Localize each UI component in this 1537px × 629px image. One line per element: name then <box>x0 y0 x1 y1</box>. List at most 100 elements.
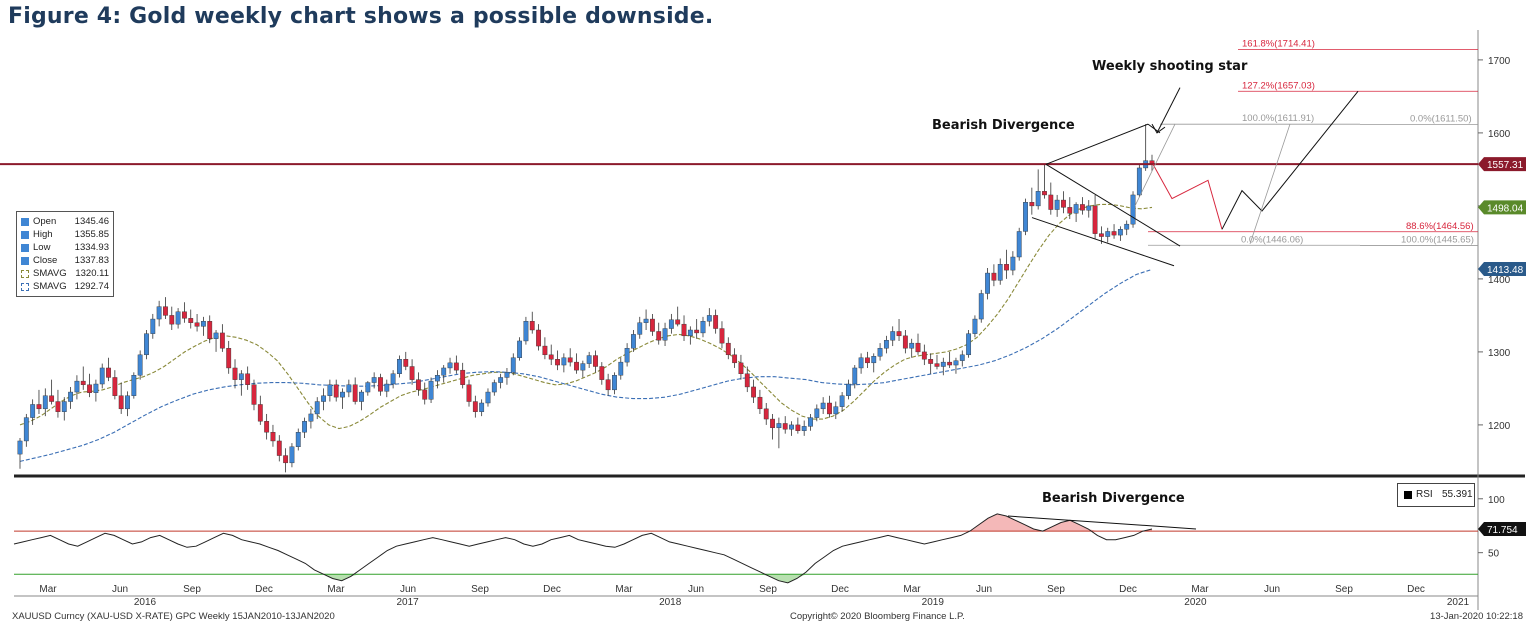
shooting-star-arrow <box>1156 87 1181 134</box>
candle-body <box>959 354 965 361</box>
candle-body <box>605 379 611 391</box>
candle-body <box>466 384 472 402</box>
candle-body <box>593 355 598 367</box>
candle-body <box>175 311 181 325</box>
legend-swatch <box>21 283 29 291</box>
candle-body <box>1086 205 1092 211</box>
candle-body <box>17 440 23 455</box>
candle-body <box>434 375 440 382</box>
candle-body <box>125 395 130 410</box>
price-label-bg <box>1478 200 1526 215</box>
x-month-label: Dec <box>1407 584 1425 595</box>
candle-body <box>422 389 428 400</box>
candle-body <box>245 373 251 385</box>
fib-label: 127.2%(1657.03) <box>1242 80 1315 91</box>
candle-body <box>542 345 548 356</box>
candle-body <box>238 373 244 380</box>
candle-body <box>42 395 48 410</box>
page-title: Figure 4: Gold weekly chart shows a poss… <box>8 4 714 29</box>
candle-body <box>643 318 649 323</box>
candle-body <box>346 384 352 393</box>
candle-body <box>675 319 681 325</box>
candle-body <box>352 384 358 402</box>
candle-body <box>182 311 187 319</box>
price-tick-label: 1400 <box>1488 275 1511 286</box>
candle-body <box>681 323 687 337</box>
candle-body <box>757 396 763 410</box>
annotation-shooting-star: Weekly shooting star <box>1092 59 1248 74</box>
candle-body <box>1042 191 1047 196</box>
candle-body <box>858 357 864 369</box>
candle-body <box>839 395 845 407</box>
candle-body <box>586 355 592 364</box>
candle-body <box>99 367 105 385</box>
x-year-label: 2021 <box>1447 597 1470 608</box>
candle-body <box>940 361 946 367</box>
legend-label: Low <box>33 242 51 253</box>
candle-body <box>947 361 953 366</box>
candle-body <box>232 367 238 380</box>
candle-body <box>966 333 972 356</box>
candle-body <box>1136 167 1142 196</box>
candle-body <box>207 321 213 339</box>
candle-body <box>833 406 839 415</box>
legend-value: 1337.83 <box>74 255 109 266</box>
projection-black-path <box>1221 90 1359 230</box>
candle-body <box>1048 194 1054 210</box>
candle-body <box>846 383 851 396</box>
candle-body <box>865 357 870 364</box>
candle-body <box>580 363 586 371</box>
candle-body <box>555 359 560 366</box>
candle-body <box>30 404 36 418</box>
candle-body <box>687 329 693 337</box>
legend-value: 1320.11 <box>75 268 109 279</box>
candle-body <box>1035 191 1041 207</box>
x-month-label: Jun <box>112 584 128 595</box>
candle-body <box>820 402 826 410</box>
candle-body <box>871 356 877 364</box>
candle-body <box>289 446 295 464</box>
candle-body <box>776 423 782 429</box>
candle-body <box>472 401 478 412</box>
x-month-label: Jun <box>1264 584 1280 595</box>
rsi-legend: RSI 55.391 <box>1397 483 1475 507</box>
candle-body <box>1061 199 1066 208</box>
sma-layer <box>19 203 1153 462</box>
candle-body <box>1117 229 1123 236</box>
rsi-last-flag: 71.754 <box>1478 521 1526 536</box>
price-label-flag: 1557.31 <box>1478 157 1526 172</box>
candle-body <box>972 318 978 334</box>
legend-swatch <box>21 257 29 265</box>
legend-label: High <box>33 229 53 240</box>
x-month-label: Mar <box>39 584 57 595</box>
candle-body <box>384 383 390 392</box>
candle-body <box>523 321 529 342</box>
candle-body <box>61 401 67 412</box>
candle-body <box>700 321 706 334</box>
candle-body <box>74 380 80 393</box>
legend-value: 1292.74 <box>74 281 109 292</box>
x-year-label: 2020 <box>1184 597 1207 608</box>
candle-body <box>36 404 42 410</box>
x-month-label: Sep <box>1047 584 1065 595</box>
candle-body <box>137 354 143 376</box>
candle-body <box>428 380 434 400</box>
candle-body <box>1029 202 1035 207</box>
candle-body <box>295 432 301 448</box>
annotation-bearish-divergence: Bearish Divergence <box>932 118 1075 133</box>
legend-swatch <box>21 270 29 278</box>
projection-red-path <box>1152 164 1223 230</box>
x-month-label: Mar <box>615 584 633 595</box>
candle-body <box>928 359 934 364</box>
legend-label: Close <box>33 255 58 266</box>
channel-lower-line <box>1031 217 1175 267</box>
candle-body <box>921 351 927 360</box>
x-month-label: Dec <box>831 584 849 595</box>
legend-value: 1345.46 <box>74 216 109 227</box>
candle-body <box>1054 199 1060 210</box>
candle-body <box>87 384 92 393</box>
candle-body <box>649 318 655 332</box>
candle-body <box>460 369 466 385</box>
candle-body <box>340 391 345 398</box>
axes-layer: 120013001400150016001700MarJunSepDecMarJ… <box>39 56 1526 608</box>
